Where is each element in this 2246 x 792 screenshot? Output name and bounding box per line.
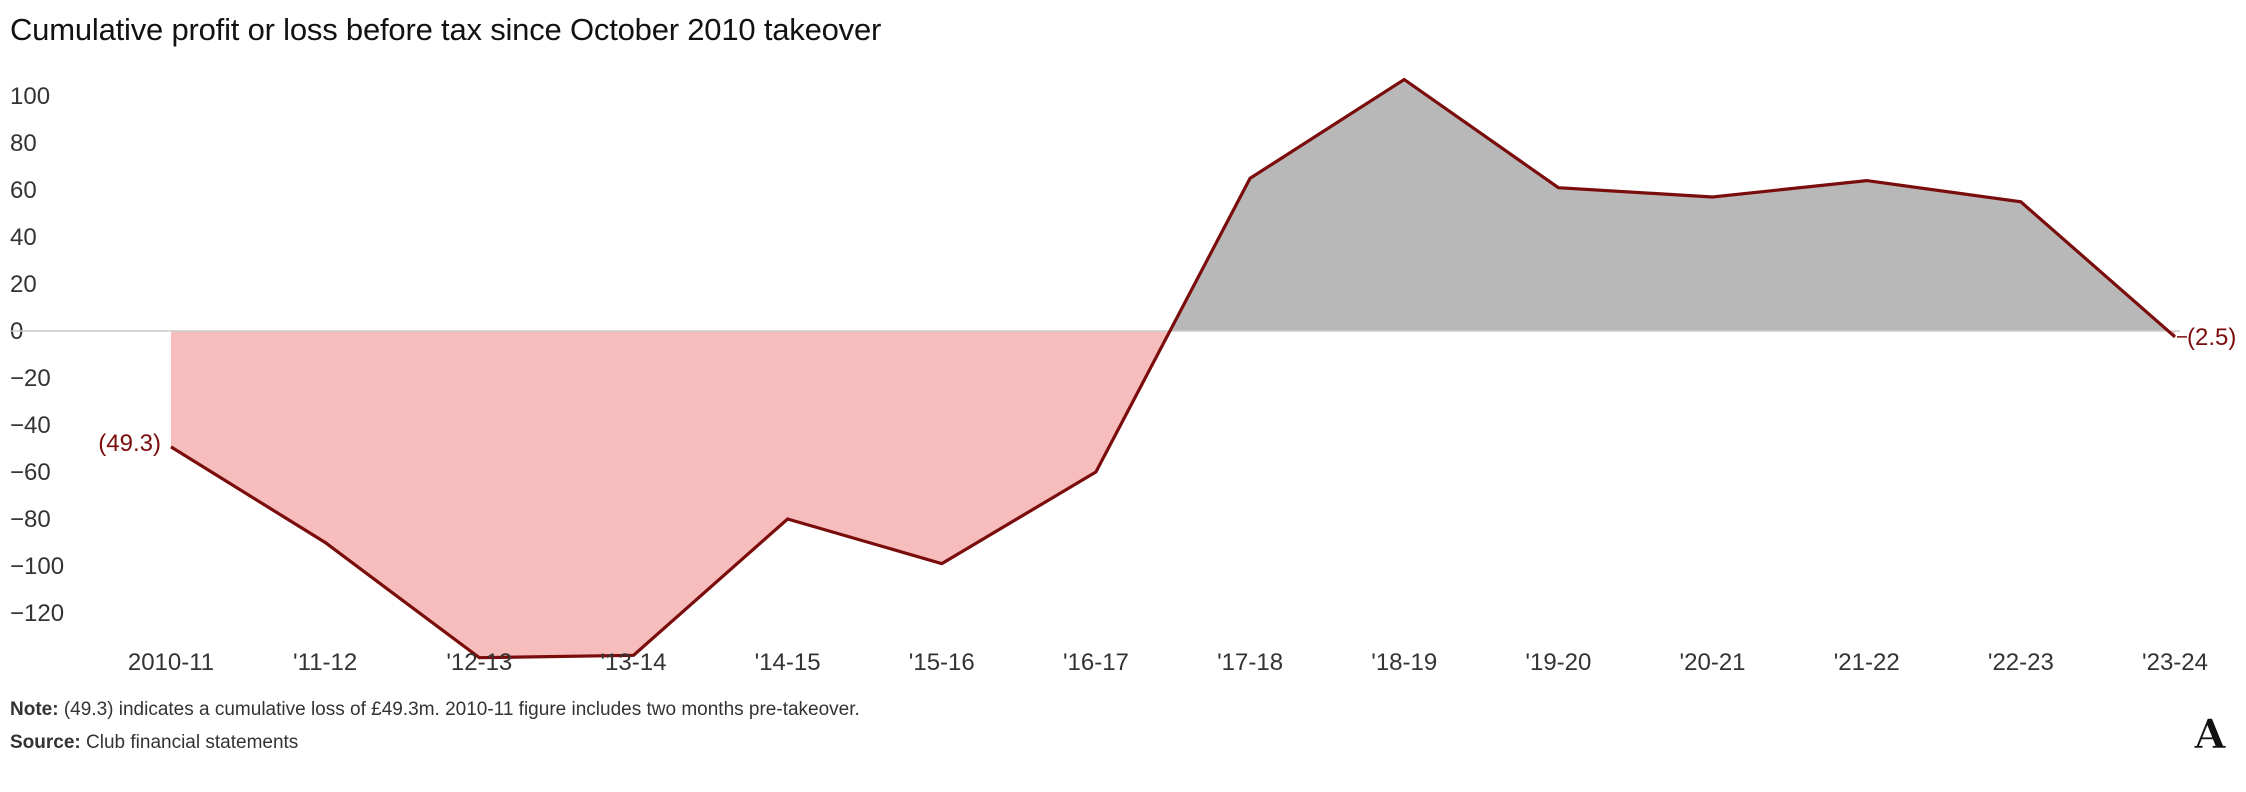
- y-tick-label: −40: [10, 412, 51, 439]
- x-tick-label: '21-22: [1834, 649, 1900, 676]
- series-line: [170, 77, 2177, 660]
- chart-title: Cumulative profit or loss before tax sin…: [10, 12, 882, 47]
- publisher-logo: A: [2193, 714, 2227, 754]
- y-tick-label: −20: [10, 365, 51, 392]
- svg-text:A: A: [2193, 714, 2226, 754]
- x-tick-label: '16-17: [1063, 649, 1129, 676]
- x-tick-label: '20-21: [1680, 649, 1746, 676]
- x-tick-label: '11-12: [293, 649, 357, 676]
- y-tick-label: 20: [10, 271, 37, 298]
- y-tick-label: 60: [10, 177, 37, 204]
- y-tick-label: −100: [10, 553, 64, 580]
- x-axis: 2010-11 '11-12 '12-13 '13-14 '14-15 '15-16 '16…: [128, 649, 2208, 676]
- x-tick-label: '19-20: [1525, 649, 1591, 676]
- loss-area: [171, 331, 1170, 658]
- x-tick-label: '18-19: [1371, 649, 1437, 676]
- y-tick-label: −60: [10, 459, 51, 486]
- y-tick-label: 100: [10, 83, 50, 110]
- x-tick-label: '12-13: [446, 649, 512, 676]
- y-tick-label: −120: [10, 600, 64, 627]
- data-label: (2.5): [2187, 324, 2236, 351]
- y-tick-label: −80: [10, 506, 51, 533]
- x-tick-label: 2010-11: [128, 649, 214, 676]
- source-text: Club financial statements: [86, 732, 299, 753]
- x-tick-label: '17-18: [1217, 649, 1283, 676]
- note-label: Note:: [10, 699, 59, 720]
- chart-areas: [171, 79, 2175, 658]
- chart-annotations: (49.3) (2.5): [98, 324, 2236, 457]
- y-tick-label: 40: [10, 224, 37, 251]
- x-tick-label: '15-16: [909, 649, 975, 676]
- chart-note: Note: (49.3) indicates a cumulative loss…: [10, 699, 860, 721]
- y-tick-label: 80: [10, 130, 37, 157]
- chart-line-group: [170, 77, 2177, 660]
- x-tick-label: '23-24: [2142, 649, 2208, 676]
- x-tick-label: '14-15: [755, 649, 821, 676]
- profit-area: [1169, 79, 2169, 331]
- data-label: (49.3): [98, 430, 161, 457]
- chart-source: Source: Club financial statements: [10, 732, 298, 754]
- x-tick-label: '13-14: [600, 649, 666, 676]
- note-text: (49.3) indicates a cumulative loss of £4…: [63, 699, 860, 720]
- source-label: Source:: [10, 732, 81, 753]
- x-tick-label: '22-23: [1988, 649, 2054, 676]
